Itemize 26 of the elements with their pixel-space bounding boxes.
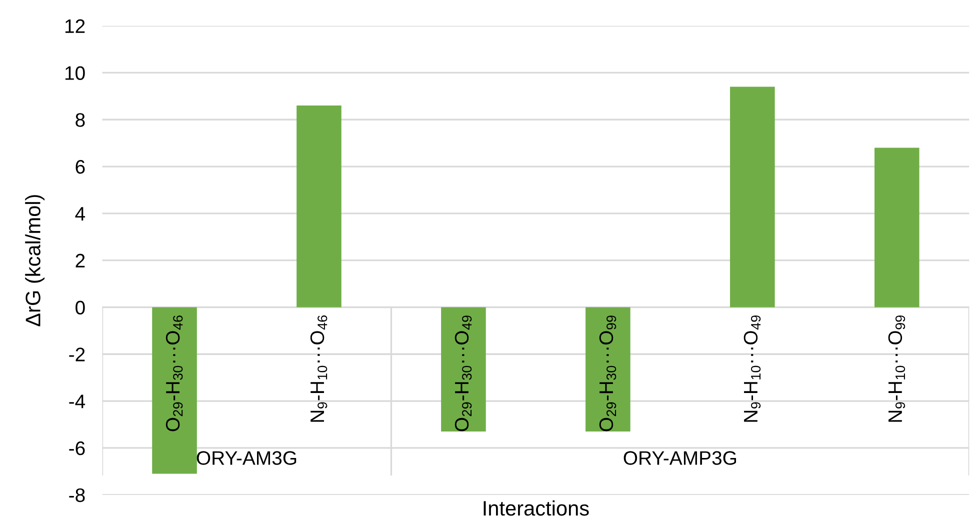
y-axis-title: ΔrG (kcal/mol) — [25, 195, 45, 326]
y-tick-label: -6 — [69, 441, 85, 456]
y-tick-label: 2 — [76, 254, 85, 268]
y-tick-label: 12 — [65, 19, 85, 33]
x-tick-label: N$_{9}$-H$_{10}$···O$_{49}$ — [744, 315, 761, 422]
y-tick-label: 8 — [76, 113, 85, 127]
y-tick-label: -2 — [69, 348, 85, 362]
y-tick-label: 0 — [76, 300, 85, 314]
y-tick-label: 4 — [75, 207, 86, 220]
x-tick-label: O$_{29}$-H$_{30}$···O$_{99}$ — [599, 316, 616, 432]
y-tick-label: -8 — [69, 488, 85, 502]
bar — [296, 106, 342, 308]
annotation: ORY-AMP3G — [624, 451, 736, 465]
bar — [730, 86, 775, 308]
y-tick-label: -4 — [69, 394, 86, 408]
bar — [441, 307, 486, 432]
bar — [874, 148, 920, 308]
x-axis-title: Interactions — [484, 500, 589, 516]
bar — [152, 307, 197, 474]
x-tick-label: O$_{29}$-H$_{30}$···O$_{46}$ — [166, 316, 183, 432]
y-tick-label: 10 — [65, 66, 85, 80]
x-tick-label: N$_{9}$-H$_{10}$···O$_{46}$ — [310, 315, 328, 422]
x-tick-label: O$_{29}$-H$_{30}$···O$_{49}$ — [454, 316, 472, 432]
bar — [586, 307, 630, 432]
y-tick-label: 6 — [76, 160, 85, 174]
x-tick-label: N$_{9}$-H$_{10}$···O$_{99}$ — [888, 315, 906, 422]
